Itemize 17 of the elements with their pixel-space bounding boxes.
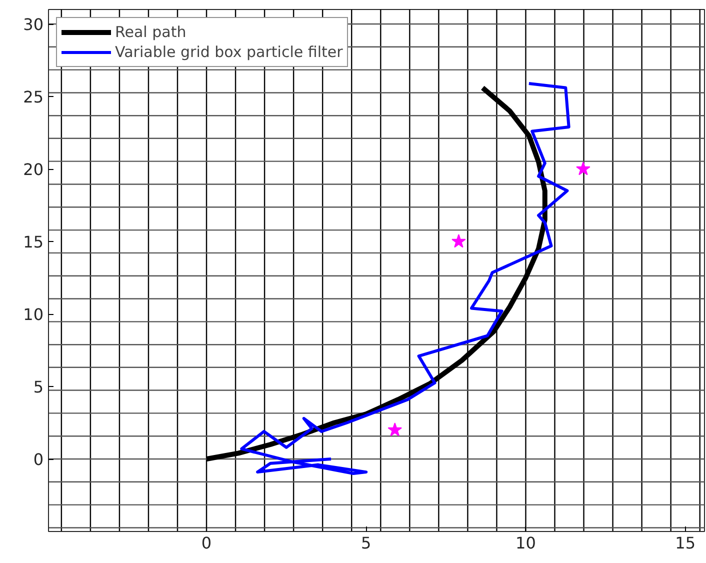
- x-tick-label: 0: [201, 534, 212, 552]
- x-tick-label: 15: [675, 534, 696, 552]
- x-tick-label: 10: [516, 534, 536, 552]
- y-tick-label: 0: [33, 450, 44, 469]
- y-tick-label: 25: [23, 88, 44, 106]
- y-tick-label: 20: [23, 160, 44, 179]
- y-tick-label: 15: [23, 232, 44, 252]
- point: [388, 422, 402, 436]
- y-tick-label: 5: [33, 378, 44, 396]
- y-tick-label: 10: [23, 305, 44, 324]
- y-tick-label: 30: [23, 15, 44, 34]
- point: [452, 234, 466, 248]
- line-series: [240, 82, 570, 475]
- legend-label: Variable grid box particle filter: [115, 43, 343, 61]
- point: [576, 162, 590, 176]
- x-tick-label: 5: [361, 534, 372, 552]
- legend-label: Real path: [115, 23, 186, 41]
